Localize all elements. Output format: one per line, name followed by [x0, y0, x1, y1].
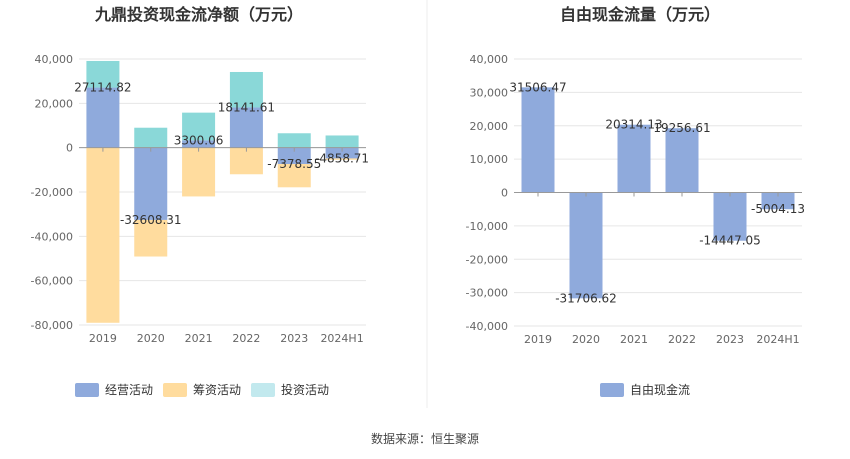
bar-2022-series-2	[229, 71, 263, 108]
x-tick-label: 2020	[137, 332, 165, 345]
bars	[521, 87, 795, 299]
x-tick-label: 2023	[716, 333, 744, 346]
x-tick-label: 2020	[572, 333, 600, 346]
legend-label: 经营活动	[105, 383, 153, 397]
y-tick-label: -80,000	[31, 319, 73, 332]
bar-2021-series-0	[617, 124, 651, 193]
data-label-2022: 19256.61	[653, 121, 710, 135]
y-tick-label: 40,000	[35, 53, 74, 66]
legend-swatch	[75, 383, 99, 397]
legend-swatch	[163, 383, 187, 397]
bar-2019-series-2	[86, 60, 120, 88]
source-note: 数据来源：恒生聚源	[371, 431, 479, 446]
bar-2024h1-series-2	[325, 135, 359, 148]
x-tick-label: 2022	[668, 333, 696, 346]
data-label-2020: -32608.31	[120, 213, 182, 227]
y-tick-label: 20,000	[470, 120, 509, 133]
y-tick-label: -10,000	[466, 220, 508, 233]
data-label-2023: -7378.55	[267, 157, 321, 171]
y-tick-label: -60,000	[31, 275, 73, 288]
y-tick-label: 20,000	[35, 97, 74, 110]
bar-2020-series-2	[134, 127, 168, 148]
x-axis: 2019 2020 2021 2022 2023 2024H1	[514, 192, 802, 346]
data-label-2021: 3300.06	[174, 133, 224, 147]
legend-swatch	[251, 383, 275, 397]
x-tick-label: 2024H1	[756, 333, 799, 346]
chart-title: 自由现金流量（万元）	[560, 5, 720, 24]
data-label-2024h1: -5004.13	[751, 202, 805, 216]
bar-2022-series-0	[229, 107, 263, 148]
y-tick-label: -20,000	[466, 253, 508, 266]
bar-2022-series-0	[665, 128, 699, 193]
bars	[86, 60, 359, 323]
data-label-2022: 18141.61	[218, 100, 275, 114]
x-tick-label: 2022	[232, 332, 260, 345]
y-tick-label: -30,000	[466, 287, 508, 300]
data-label-2020: -31706.62	[555, 291, 617, 305]
x-tick-label: 2019	[89, 332, 117, 345]
bar-2023-series-0	[713, 192, 747, 241]
bar-2020-series-0	[569, 192, 603, 299]
bar-2021-series-1	[182, 147, 216, 197]
legend: 经营活动 筹资活动 投资活动	[75, 382, 329, 397]
legend-label: 投资活动	[281, 382, 329, 397]
bar-2021-series-0	[182, 140, 216, 148]
cashflow-chart: 九鼎投资现金流净额（万元） 40,000 20,000 0 -20,000 -40,00…	[31, 5, 369, 397]
legend-swatch	[600, 383, 624, 397]
bar-2024h1-series-0	[761, 192, 795, 210]
x-tick-label: 2023	[280, 332, 308, 345]
bar-2023-series-0	[277, 147, 311, 165]
y-tick-label: 0	[501, 187, 508, 200]
x-tick-label: 2024H1	[320, 332, 363, 345]
data-label-2019: 31506.47	[509, 80, 566, 94]
x-tick-label: 2019	[524, 333, 552, 346]
legend-label: 自由现金流	[630, 382, 690, 397]
data-label-2021: 20314.13	[605, 118, 662, 132]
bar-2020-series-1	[134, 219, 168, 257]
bar-2019-series-0	[86, 87, 120, 148]
y-tick-label: 30,000	[470, 86, 509, 99]
y-tick-label: 40,000	[470, 53, 509, 66]
bar-2023-series-1	[277, 164, 311, 188]
x-tick-label: 2021	[620, 333, 648, 346]
legend: 自由现金流	[600, 382, 690, 397]
free-cashflow-chart: 自由现金流量（万元） 40,000 30,000 20,000 10,000 0 -10,…	[466, 5, 805, 397]
y-tick-label: 0	[66, 142, 73, 155]
bar-2023-series-2	[277, 133, 311, 148]
y-axis: 40,000 20,000 0 -20,000 -40,000 -60,000 -80,00…	[31, 53, 73, 332]
x-axis: 2019 2020 2021 2022 2023 2024H1	[79, 147, 366, 345]
bar-2024h1-series-0	[325, 147, 359, 159]
data-labels: 27114.82 -32608.31 3300.06 18141.61 -7378.55…	[74, 81, 369, 227]
bar-2022-series-1	[229, 147, 263, 175]
y-axis: 40,000 30,000 20,000 10,000 0 -10,000 -20,000 -…	[466, 53, 508, 333]
data-label-2024h1: -4858.71	[315, 151, 369, 165]
y-tick-label: -20,000	[31, 186, 73, 199]
y-tick-label: 10,000	[470, 153, 509, 166]
bar-2020-series-0	[134, 147, 168, 220]
y-tick-label: -40,000	[31, 230, 73, 243]
y-tick-label: -40,000	[466, 320, 508, 333]
bar-2019-series-0	[521, 87, 555, 193]
x-tick-label: 2021	[185, 332, 213, 345]
bar-2024h1-series-1	[325, 158, 359, 160]
data-label-2023: -14447.05	[699, 234, 761, 248]
legend-label: 筹资活动	[193, 383, 241, 397]
chart-title: 九鼎投资现金流净额（万元）	[94, 5, 303, 24]
grid-lines	[79, 58, 366, 326]
bar-2019-series-1	[86, 147, 120, 323]
bar-2021-series-2	[182, 112, 216, 141]
data-label-2019: 27114.82	[74, 81, 131, 95]
